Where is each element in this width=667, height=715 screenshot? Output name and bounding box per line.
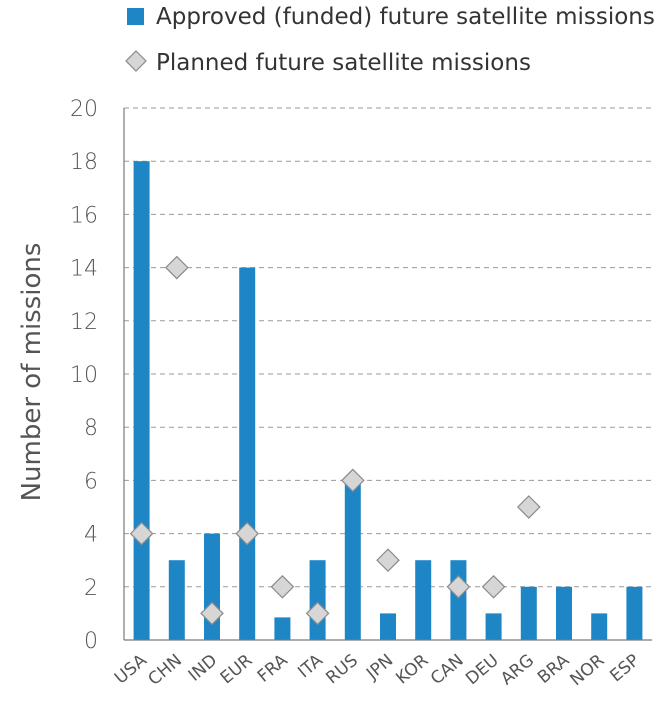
y-tick-label: 18 bbox=[70, 150, 98, 175]
x-tick-label-fra: FRA bbox=[254, 650, 292, 686]
bar-deu bbox=[485, 613, 502, 640]
x-tick-label-jpn: JPN bbox=[362, 651, 397, 685]
bar-eur bbox=[239, 267, 256, 640]
bar-ita bbox=[309, 560, 326, 640]
x-tick-label-nor: NOR bbox=[567, 650, 609, 690]
marker-deu bbox=[481, 574, 506, 599]
legend-planned-label: Planned future satellite missions bbox=[156, 50, 531, 76]
y-axis-label: Number of missions bbox=[17, 243, 47, 502]
bar-arg bbox=[520, 586, 537, 640]
x-tick-label-chn: CHN bbox=[145, 651, 186, 690]
bar-esp bbox=[626, 586, 643, 640]
y-tick-label: 10 bbox=[70, 363, 98, 388]
marker-usa bbox=[129, 521, 154, 546]
marker-ind bbox=[200, 601, 224, 626]
bar-rus bbox=[344, 480, 361, 640]
bar-bra bbox=[556, 586, 572, 640]
bar-kor bbox=[415, 560, 432, 640]
x-tick-label-deu: DEU bbox=[462, 651, 503, 690]
x-tick-label-kor: KOR bbox=[392, 650, 432, 688]
x-tick-label-usa: USA bbox=[111, 650, 151, 688]
y-tick-label: 12 bbox=[70, 310, 98, 335]
y-ticks: 0 2 4 6 8 10 12 14 16 18 20 bbox=[70, 97, 98, 654]
y-tick-label: 14 bbox=[70, 257, 98, 282]
axes bbox=[123, 108, 652, 641]
bar-chn bbox=[168, 560, 185, 640]
marker-can bbox=[446, 574, 471, 599]
y-tick-label: 8 bbox=[84, 416, 98, 441]
legend: Approved (funded) future satellite missi… bbox=[125, 4, 655, 76]
legend-approved-label: Approved (funded) future satellite missi… bbox=[156, 4, 655, 30]
gridlines bbox=[124, 107, 652, 588]
y-tick-label: 0 bbox=[84, 629, 98, 654]
markers bbox=[129, 255, 541, 626]
x-tick-label-ind: IND bbox=[185, 651, 221, 686]
bar-fra bbox=[274, 617, 291, 640]
bar-jpn bbox=[380, 613, 396, 640]
y-tick-label: 16 bbox=[70, 203, 98, 228]
x-tick-label-arg: ARG bbox=[497, 651, 538, 690]
marker-ita bbox=[305, 601, 330, 626]
marker-fra bbox=[270, 574, 295, 599]
x-tick-label-bra: BRA bbox=[534, 650, 574, 688]
marker-rus bbox=[340, 468, 365, 493]
marker-eur bbox=[235, 521, 260, 546]
x-tick-label-eur: EUR bbox=[217, 650, 257, 688]
x-tick-label-can: CAN bbox=[427, 651, 468, 690]
bar-usa bbox=[133, 161, 150, 640]
marker-chn bbox=[164, 255, 189, 280]
x-tick-label-ita: ITA bbox=[294, 650, 327, 682]
x-tick-label-esp: ESP bbox=[606, 651, 643, 687]
marker-arg bbox=[516, 495, 541, 519]
legend-planned-marker bbox=[125, 50, 147, 72]
x-tick-label-rus: RUS bbox=[322, 651, 362, 689]
y-tick-label: 20 bbox=[70, 97, 98, 122]
bar-can bbox=[450, 560, 467, 640]
legend-approved-swatch bbox=[127, 8, 144, 25]
y-tick-label: 2 bbox=[84, 576, 98, 601]
y-tick-label: 4 bbox=[84, 523, 98, 548]
marker-jpn bbox=[376, 548, 400, 573]
bars bbox=[133, 161, 643, 640]
y-tick-label: 6 bbox=[84, 469, 98, 494]
bar-nor bbox=[591, 613, 608, 640]
